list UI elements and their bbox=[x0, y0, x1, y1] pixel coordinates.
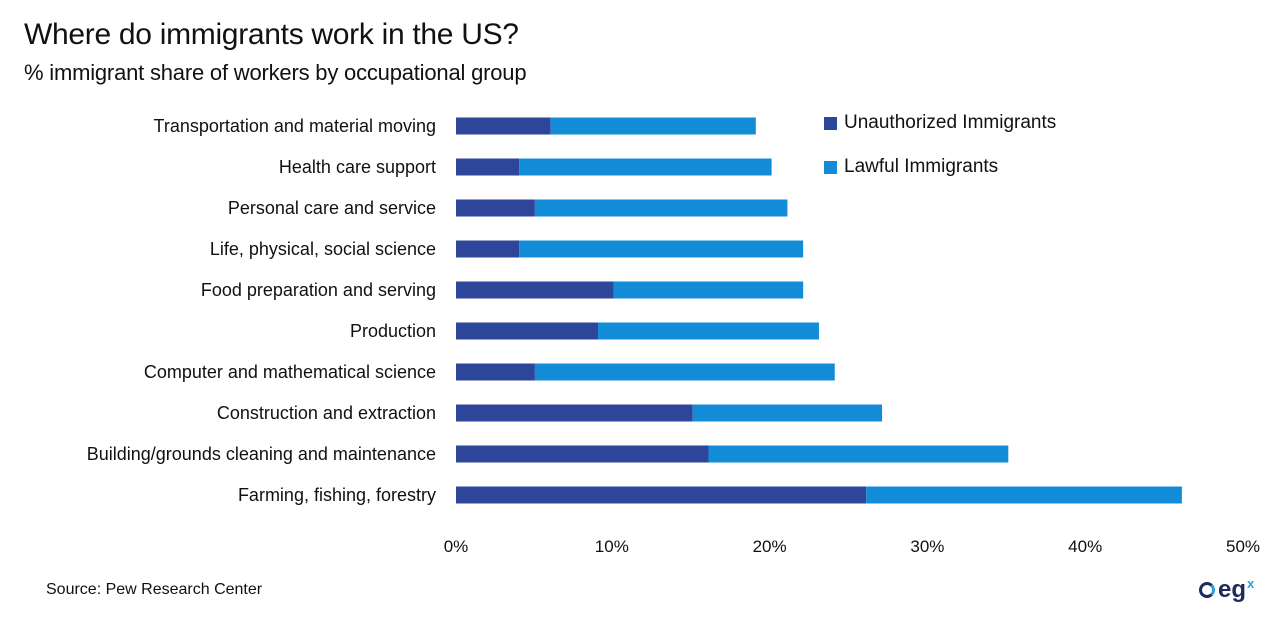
bar-unauthorized bbox=[456, 117, 551, 135]
legend: Unauthorized Immigrants Lawful Immigrant… bbox=[824, 112, 1056, 200]
category-label: Computer and mathematical science bbox=[144, 362, 436, 382]
category-label: Construction and extraction bbox=[217, 403, 436, 423]
bar-lawful bbox=[692, 404, 883, 422]
x-tick-label: 20% bbox=[753, 537, 787, 556]
legend-swatch-unauthorized bbox=[824, 116, 837, 130]
bar-lawful bbox=[598, 322, 819, 340]
x-tick-label: 10% bbox=[595, 537, 629, 556]
bar-unauthorized bbox=[456, 445, 709, 463]
bar-lawful bbox=[866, 486, 1182, 504]
bar-unauthorized bbox=[456, 322, 599, 340]
category-label: Transportation and material moving bbox=[154, 116, 436, 136]
egx-logo: eg x bbox=[1199, 576, 1254, 604]
bar-lawful bbox=[519, 158, 772, 176]
category-label: Food preparation and serving bbox=[201, 280, 436, 300]
category-label: Farming, fishing, forestry bbox=[238, 485, 436, 505]
bar-unauthorized bbox=[456, 486, 867, 504]
bar-unauthorized bbox=[456, 199, 535, 217]
bar-unauthorized bbox=[456, 158, 520, 176]
legend-item-unauthorized: Unauthorized Immigrants bbox=[824, 112, 1056, 134]
bar-unauthorized bbox=[456, 281, 614, 299]
x-tick-label: 50% bbox=[1226, 537, 1260, 556]
legend-swatch-lawful bbox=[824, 160, 837, 174]
bar-unauthorized bbox=[456, 363, 535, 381]
category-label: Health care support bbox=[279, 157, 436, 177]
category-label: Life, physical, social science bbox=[210, 239, 436, 259]
bar-lawful bbox=[708, 445, 1009, 463]
bar-lawful bbox=[613, 281, 804, 299]
x-tick-label: 30% bbox=[910, 537, 944, 556]
bar-unauthorized bbox=[456, 404, 693, 422]
legend-label-unauthorized: Unauthorized Immigrants bbox=[844, 112, 1057, 133]
x-tick-label: 40% bbox=[1068, 537, 1102, 556]
bar-lawful bbox=[534, 199, 788, 217]
category-label: Personal care and service bbox=[228, 198, 436, 218]
source-note: Source: Pew Research Center bbox=[46, 581, 263, 598]
bar-lawful bbox=[519, 240, 804, 258]
logo-mark-icon bbox=[1199, 582, 1215, 598]
logo-text: eg bbox=[1218, 576, 1247, 603]
logo-superscript: x bbox=[1247, 576, 1255, 591]
chart-subtitle: % immigrant share of workers by occupati… bbox=[24, 60, 527, 85]
bar-lawful bbox=[550, 117, 756, 135]
legend-label-lawful: Lawful Immigrants bbox=[844, 156, 999, 177]
chart-title: Where do immigrants work in the US? bbox=[24, 18, 519, 51]
bar-lawful bbox=[534, 363, 835, 381]
category-label: Building/grounds cleaning and maintenanc… bbox=[87, 444, 436, 464]
category-label: Production bbox=[350, 321, 436, 341]
legend-item-lawful: Lawful Immigrants bbox=[824, 156, 1056, 178]
bar-unauthorized bbox=[456, 240, 520, 258]
x-tick-label: 0% bbox=[444, 537, 469, 556]
